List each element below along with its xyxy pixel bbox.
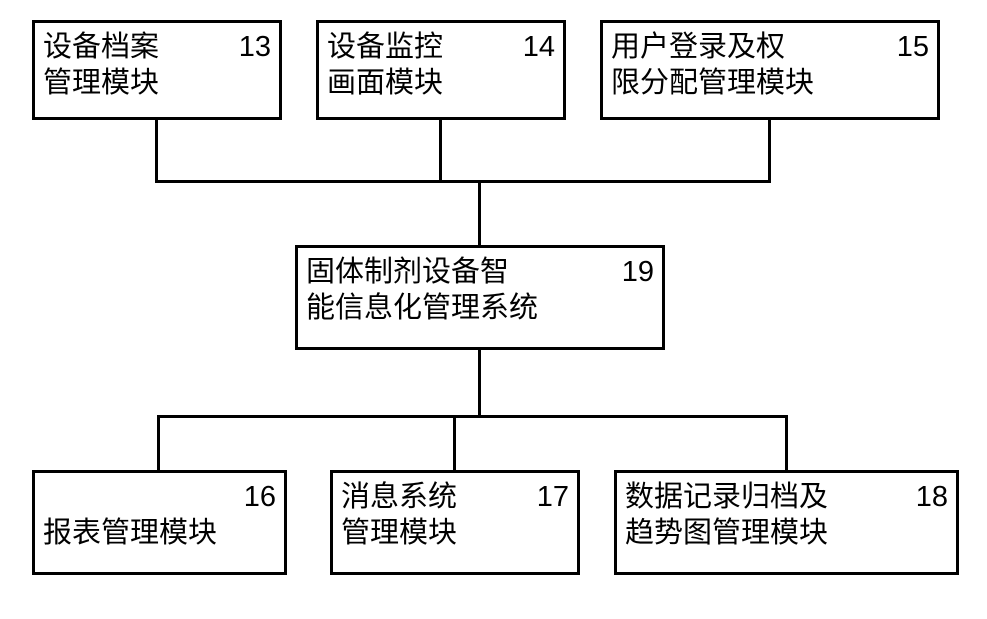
node-number: 16 <box>244 479 276 515</box>
node-user-login-permission-module: 15 用户登录及权 限分配管理模块 <box>600 20 940 120</box>
node-message-system-module: 17 消息系统 管理模块 <box>330 470 580 575</box>
node-text-line1: 设备监控 <box>327 31 443 63</box>
node-text-line1: 消息系统 <box>341 481 457 513</box>
edge <box>439 120 442 180</box>
edge <box>155 120 158 180</box>
edge <box>453 415 456 470</box>
node-number: 17 <box>537 479 569 515</box>
edge <box>768 120 771 180</box>
node-text-line1: 数据记录归档及 <box>625 481 828 513</box>
edge <box>478 180 481 245</box>
node-number: 19 <box>622 254 654 290</box>
edge-bus-bottom <box>157 415 788 418</box>
node-device-monitor-module: 14 设备监控 画面模块 <box>316 20 566 120</box>
node-number: 18 <box>916 479 948 515</box>
node-report-management-module: 16 报表管理模块 <box>32 470 287 575</box>
edge <box>785 415 788 470</box>
node-text-line1: 设备档案 <box>43 31 159 63</box>
diagram-canvas: 13 设备档案 管理模块 14 设备监控 画面模块 15 用户登录及权 限分配管… <box>0 0 987 619</box>
edge <box>157 415 160 470</box>
node-text-line2: 画面模块 <box>327 67 443 99</box>
node-text-line1: 固体制剂设备智 <box>306 256 509 288</box>
node-text-line2: 管理模块 <box>43 67 159 99</box>
node-data-record-trend-module: 18 数据记录归档及 趋势图管理模块 <box>614 470 959 575</box>
edge <box>478 350 481 415</box>
node-device-archive-module: 13 设备档案 管理模块 <box>32 20 282 120</box>
node-text-line2: 能信息化管理系统 <box>306 292 538 324</box>
node-number: 14 <box>523 29 555 65</box>
node-text-line2: 管理模块 <box>341 517 457 549</box>
node-number: 15 <box>897 29 929 65</box>
edge-bus-top <box>155 180 771 183</box>
node-solid-preparation-system: 19 固体制剂设备智 能信息化管理系统 <box>295 245 665 350</box>
node-number: 13 <box>239 29 271 65</box>
node-text-line2: 报表管理模块 <box>43 517 217 549</box>
node-text-line2: 限分配管理模块 <box>611 67 814 99</box>
node-text-line2: 趋势图管理模块 <box>625 517 828 549</box>
node-text-line1: 用户登录及权 <box>611 31 785 63</box>
